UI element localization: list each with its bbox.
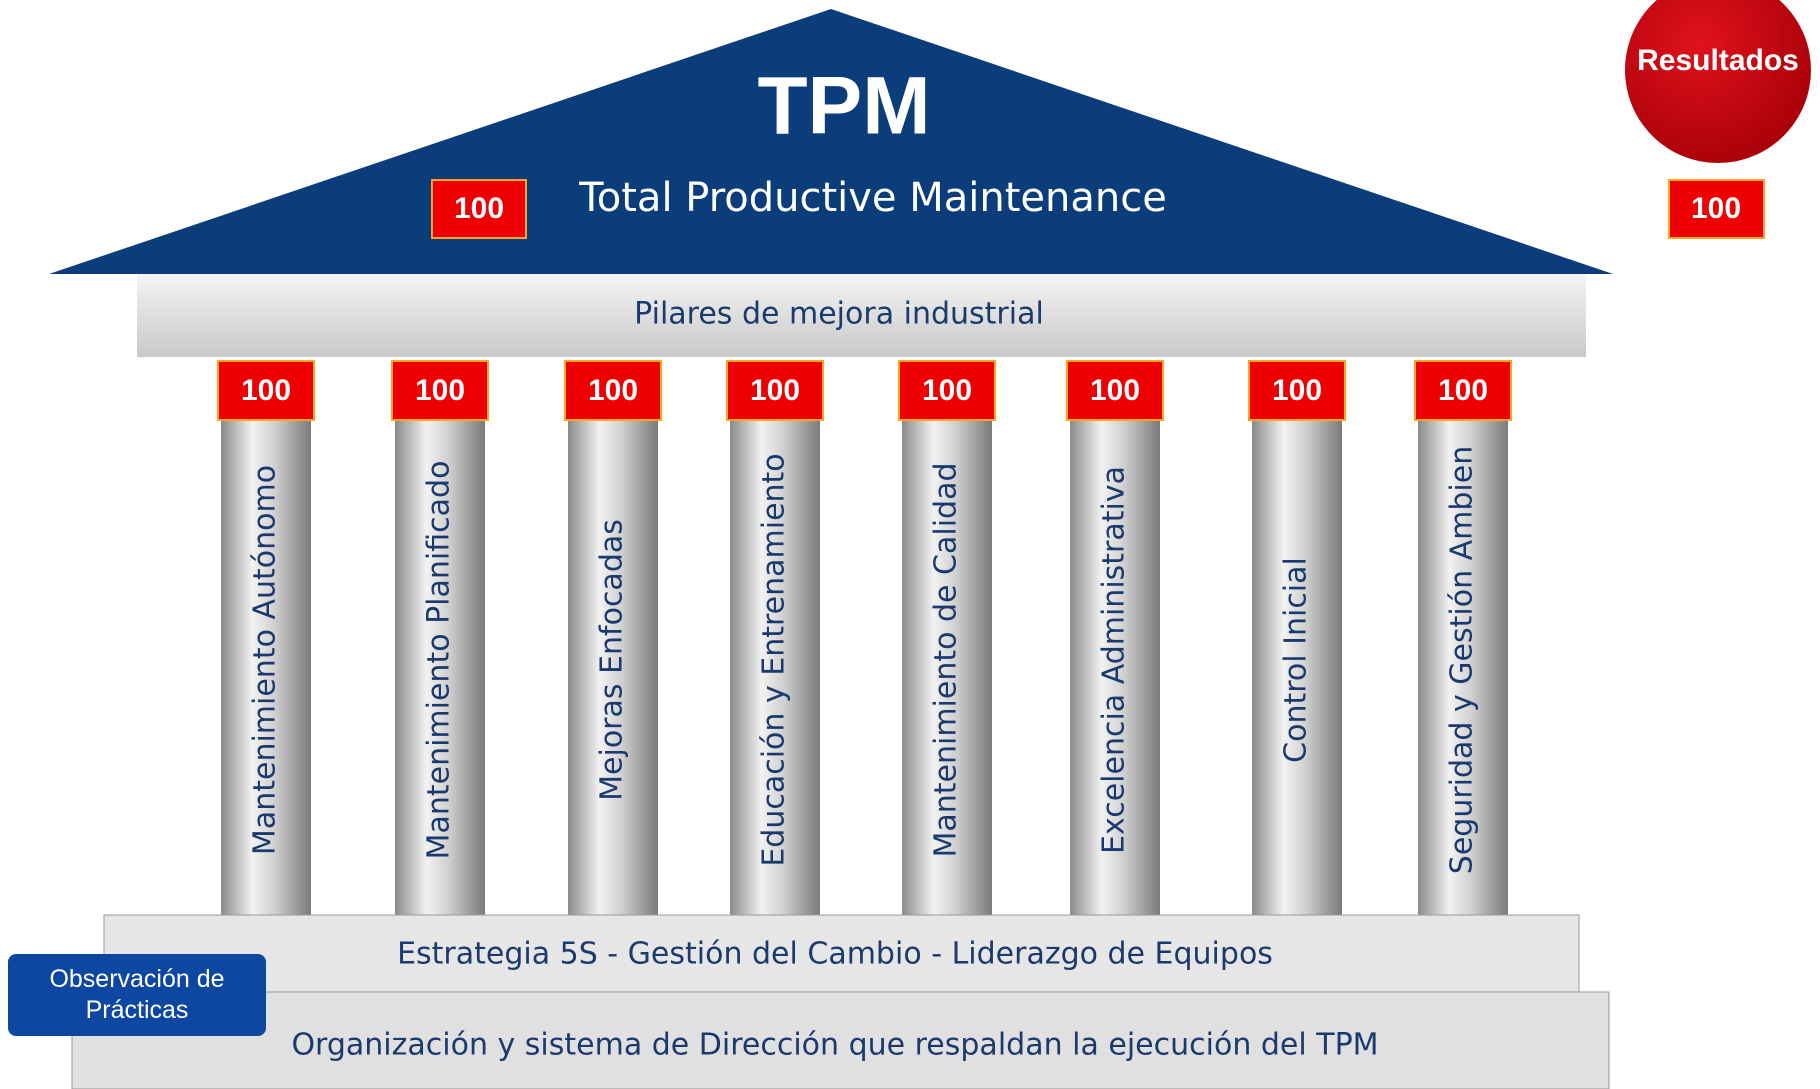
- pillar-score: 100: [588, 374, 638, 407]
- pillar-label: Mejoras Enfocadas: [595, 519, 630, 801]
- beam-label: Pilares de mejora industrial: [634, 297, 1044, 332]
- results-score: 100: [1691, 192, 1741, 225]
- pillars: 100 Mantenimiento Autónomo 100 Mantenimient…: [218, 361, 1511, 917]
- pillar-label: Excelencia Administrativa: [1097, 466, 1132, 854]
- pillar-label: Seguridad y Gestión Ambien: [1445, 446, 1480, 874]
- pillar-label: Mantenimiento Autónomo: [248, 465, 283, 855]
- results-label: Resultados: [1637, 44, 1799, 77]
- pillar-label: Educación y Entrenamiento: [757, 453, 792, 866]
- results-circle: [1625, 0, 1811, 163]
- pillar-score: 100: [1272, 374, 1322, 407]
- pillar-score: 100: [1438, 374, 1488, 407]
- pillar-score: 100: [750, 374, 800, 407]
- pillar-score: 100: [1090, 374, 1140, 407]
- pillar-score: 100: [415, 374, 465, 407]
- pillar-label: Mantenimiento de Calidad: [929, 462, 964, 857]
- pillar-label: Control Inicial: [1279, 557, 1314, 763]
- roof-subtitle: Total Productive Maintenance: [578, 175, 1167, 221]
- foundation-lower-label: Organización y sistema de Dirección que …: [291, 1028, 1378, 1063]
- pillar-score: 100: [922, 374, 972, 407]
- roof-score: 100: [454, 192, 504, 225]
- pillar-score: 100: [241, 374, 291, 407]
- tpm-page: TPM Total Productive Maintenance 100 Pil…: [0, 0, 1820, 1089]
- practice-button[interactable]: Observación de Prácticas: [8, 954, 266, 1036]
- pillar-label: Mantenimiento Planificado: [422, 461, 457, 860]
- roof-title: TPM: [757, 61, 930, 152]
- tpm-diagram: TPM Total Productive Maintenance 100 Pil…: [0, 0, 1820, 1089]
- foundation-upper-label: Estrategia 5S - Gestión del Cambio - Lid…: [397, 937, 1273, 972]
